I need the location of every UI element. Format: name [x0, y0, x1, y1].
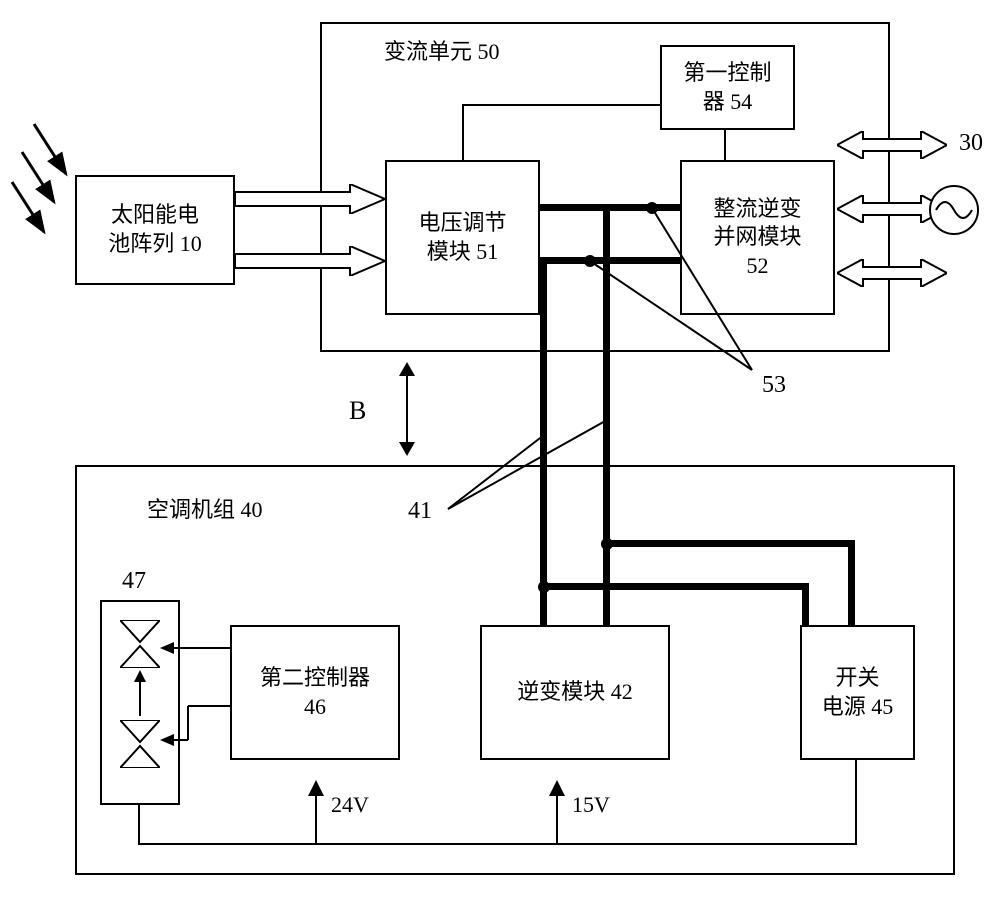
- grid-source-icon: [928, 184, 980, 236]
- switch-power-line1: 开关: [822, 664, 894, 693]
- valve-icon-bot: [120, 720, 160, 768]
- arrow-solar-to-51-top: [235, 184, 385, 214]
- second-controller-block: 第二控制器 46: [230, 625, 400, 760]
- switch-power-line2: 电源 45: [822, 693, 894, 722]
- arrow-grid-3: [837, 259, 947, 287]
- ac-unit-label: 空调机组 40: [145, 492, 265, 524]
- label-30: 30: [957, 130, 985, 157]
- ctrl54-left-horiz: [462, 104, 660, 106]
- second-controller-line1: 第二控制器: [260, 664, 370, 693]
- arrow-solar-to-51-bot: [235, 246, 385, 276]
- branch-45-down-right: [848, 540, 855, 628]
- label-24v: 24V: [329, 792, 371, 818]
- arrow-15v-head: [549, 780, 565, 796]
- branch-45-down-left: [802, 583, 809, 628]
- branch-bot-to-45: [547, 583, 802, 590]
- ctrl54-left-down: [462, 104, 464, 160]
- leader-53-svg: [580, 200, 800, 400]
- node-41-bot: [538, 581, 550, 593]
- first-controller-line2: 器 54: [683, 88, 771, 117]
- voltage-module-line2: 模块 51: [418, 238, 506, 267]
- valve-mid-arrow: [132, 670, 148, 718]
- label-B: B: [347, 396, 368, 426]
- label-53: 53: [760, 372, 788, 399]
- valve-icon-top: [120, 620, 160, 668]
- arrow-grid-1: [837, 131, 947, 159]
- ctrl54-down-to-52: [724, 130, 726, 160]
- sp-down: [855, 760, 857, 845]
- solar-array-block: 太阳能电 池阵列 10: [75, 175, 235, 285]
- sp-up-to-47: [138, 805, 140, 845]
- ctrl46-to-valve-bot: [160, 698, 230, 748]
- arrow-24v-head: [308, 780, 324, 796]
- riser-24v: [315, 793, 317, 845]
- inverter-module-text: 逆变模块 42: [517, 678, 633, 707]
- first-controller-line1: 第一控制: [683, 59, 771, 88]
- inverter-module-block: 逆变模块 42: [480, 625, 670, 760]
- solar-rays-icon: [8, 120, 78, 250]
- branch-top-to-45: [610, 540, 855, 547]
- switch-power-block: 开关 电源 45: [800, 625, 915, 760]
- voltage-module-block: 电压调节 模块 51: [385, 160, 540, 315]
- solar-array-line2: 池阵列 10: [108, 230, 202, 259]
- converter-unit-label: 变流单元 50: [382, 34, 502, 66]
- ctrl46-to-valve-top: [160, 640, 230, 656]
- sp-left-long: [138, 843, 857, 845]
- node-41-top: [601, 538, 613, 550]
- second-controller-line2: 46: [260, 693, 370, 722]
- voltage-module-line1: 电压调节: [418, 209, 506, 238]
- label-15v: 15V: [570, 792, 612, 818]
- solar-array-line1: 太阳能电: [108, 201, 202, 230]
- first-controller-block: 第一控制 器 54: [660, 45, 795, 130]
- riser-15v: [556, 793, 558, 845]
- label-47: 47: [120, 568, 148, 595]
